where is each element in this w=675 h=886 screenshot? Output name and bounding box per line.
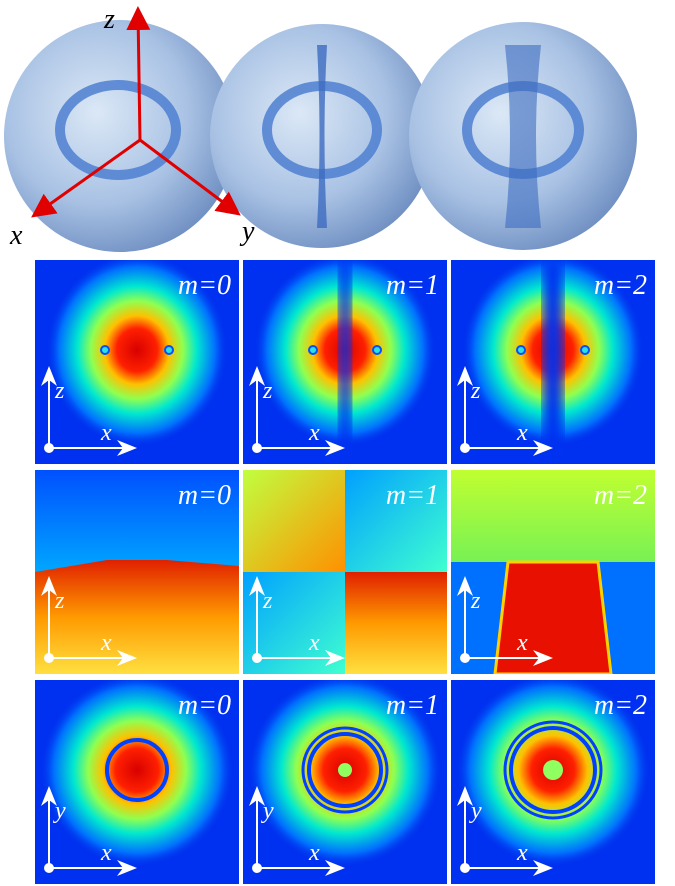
panel-label: m=1 — [386, 270, 439, 301]
axis-label: z — [54, 588, 65, 614]
panel-label: m=0 — [178, 270, 231, 301]
panel: m=0 y x — [35, 672, 239, 884]
axis-label: z — [262, 588, 273, 614]
panel-label: m=0 — [178, 480, 231, 511]
axis-label: z — [54, 378, 65, 404]
axis-label: x — [516, 420, 528, 446]
core — [543, 760, 563, 780]
axis-origin — [460, 443, 470, 453]
axis-label: y — [261, 798, 274, 824]
axis-origin — [252, 653, 262, 663]
axis-origin — [252, 863, 262, 873]
axis-label: y — [239, 216, 255, 247]
panel: m=2 y x — [451, 672, 655, 884]
vortex — [581, 346, 589, 354]
axis-origin — [44, 863, 54, 873]
phase-q — [243, 470, 345, 572]
tube — [505, 45, 541, 228]
axis-origin — [252, 443, 262, 453]
vortex — [101, 346, 109, 354]
axis-label: x — [100, 630, 112, 656]
vortex — [517, 346, 525, 354]
axis-label: x — [100, 420, 112, 446]
panel-label: m=2 — [594, 270, 647, 301]
axis-label: x — [308, 630, 320, 656]
panel-label: m=2 — [594, 690, 647, 721]
vortex — [373, 346, 381, 354]
panel-label: m=0 — [178, 690, 231, 721]
vortex — [165, 346, 173, 354]
panel: m=0 z x — [35, 252, 239, 464]
panel: m=2 z x — [451, 252, 655, 464]
figure: z x y m=0 z x m=1 z x m=2 z x m=0 z x m=1 z x m=2 z x m=0 y… — [0, 0, 675, 886]
vortex — [309, 346, 317, 354]
axis-label: x — [100, 840, 112, 866]
panel: m=0 z x — [35, 470, 239, 674]
panel-label: m=1 — [386, 690, 439, 721]
axis-label: x — [9, 220, 23, 251]
phase-bottom — [35, 560, 239, 674]
axis-origin — [44, 653, 54, 663]
axis-label: z — [103, 4, 115, 35]
panel-label: m=1 — [386, 480, 439, 511]
axis-label: z — [470, 378, 481, 404]
spheres: z x y — [4, 4, 637, 252]
panel: m=1 z x — [243, 470, 447, 674]
axis-label: y — [53, 798, 66, 824]
axis-origin — [460, 863, 470, 873]
node-line — [543, 260, 563, 464]
panel-label: m=2 — [594, 480, 647, 511]
node-line — [339, 260, 351, 464]
sphere — [4, 20, 236, 252]
core — [338, 763, 352, 777]
axis-origin — [460, 653, 470, 663]
phase-q — [345, 572, 447, 674]
axis-label: y — [469, 798, 482, 824]
axis-label: x — [516, 630, 528, 656]
axis-arrow — [138, 12, 140, 140]
axis-label: z — [262, 378, 273, 404]
panel: m=1 z x — [243, 252, 447, 464]
axis-label: z — [470, 588, 481, 614]
axis-origin — [44, 443, 54, 453]
axis-label: x — [308, 840, 320, 866]
axis-label: x — [308, 420, 320, 446]
panel: m=1 y x — [243, 672, 447, 884]
axis-label: x — [516, 840, 528, 866]
panel: m=2 z x — [451, 470, 655, 674]
